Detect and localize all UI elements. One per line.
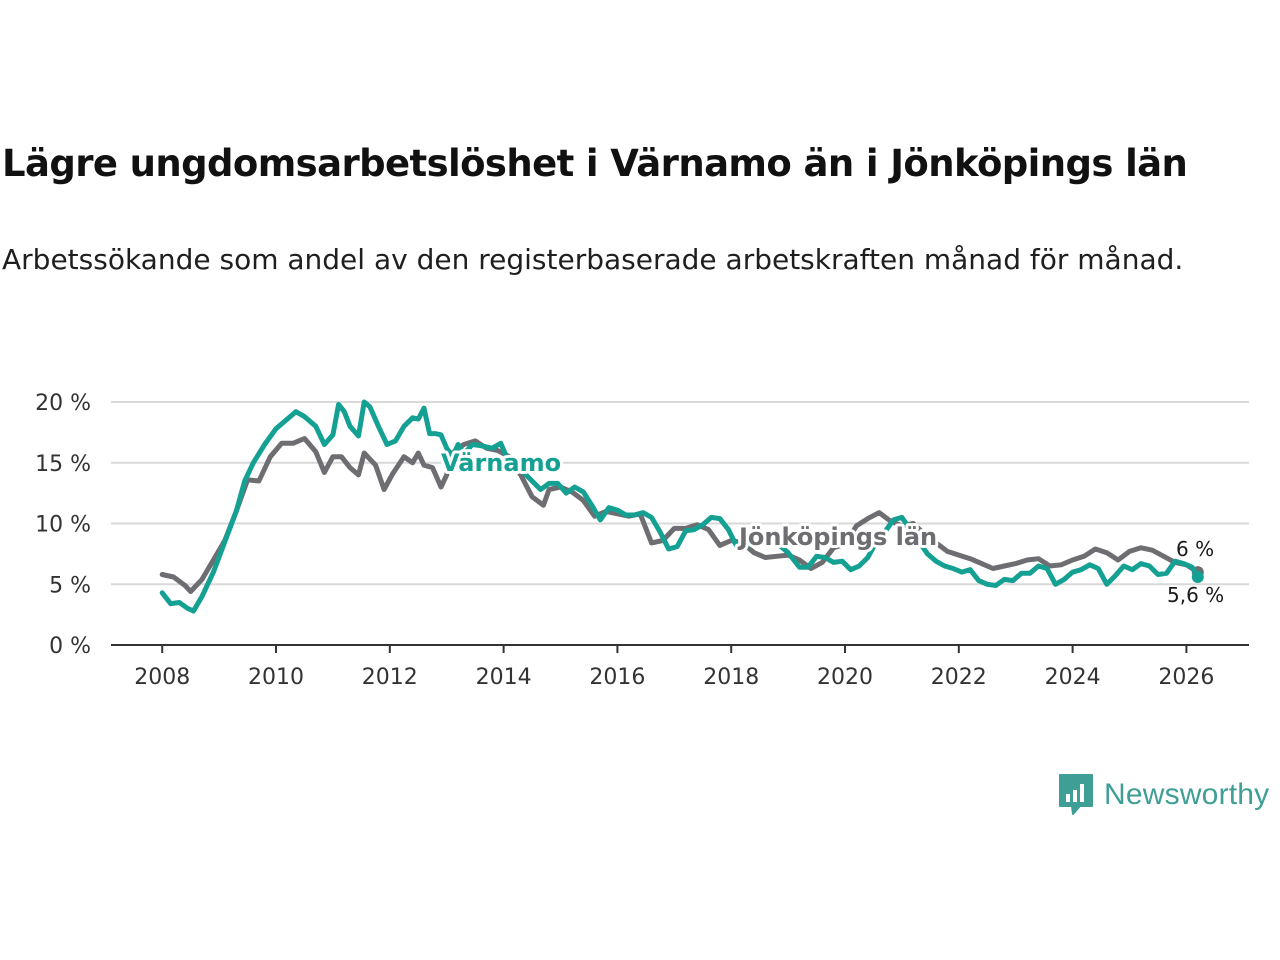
x-tick-label: 2022 bbox=[931, 665, 987, 690]
x-tick-label: 2018 bbox=[703, 665, 759, 690]
y-tick-label: 0 % bbox=[49, 634, 91, 659]
series-label-varnamo: Värnamo bbox=[441, 449, 561, 477]
end-label-varnamo: 5,6 % bbox=[1167, 583, 1224, 607]
series-line-j-nk-pings-l-n bbox=[159, 436, 1201, 594]
series-end-point-1 bbox=[1191, 570, 1204, 583]
x-tick-label: 2026 bbox=[1158, 665, 1214, 690]
series-lines bbox=[159, 399, 1204, 614]
x-tick-label: 2016 bbox=[589, 665, 645, 690]
end-label-jonkopings-lan: 6 % bbox=[1176, 537, 1214, 561]
x-tick-label: 2014 bbox=[476, 665, 532, 690]
x-axis-ticks: 2008 2010 2012 2014 2016 2018 2020 2022 2024 2026 bbox=[134, 645, 1214, 690]
series-line-v-rnamo bbox=[159, 399, 1201, 614]
x-tick-label: 2012 bbox=[362, 665, 418, 690]
newsworthy-logo: Newsworthy bbox=[1058, 772, 1269, 818]
y-tick-label: 15 % bbox=[35, 452, 91, 477]
chart-title: Lägre ungdomsarbetslöshet i Värnamo än i… bbox=[2, 142, 1188, 185]
y-tick-label: 20 % bbox=[35, 391, 91, 416]
chart-subtitle: Arbetssökande som andel av den registerb… bbox=[2, 243, 1184, 276]
line-chart: 0 %5 %10 %15 %20 % 2008 2010 2012 2014 2016 2… bbox=[35, 391, 1249, 690]
y-axis-ticks: 0 % 5 % 10 % 15 % 20 % bbox=[35, 391, 91, 659]
x-tick-label: 2024 bbox=[1045, 665, 1101, 690]
x-tick-label: 2008 bbox=[134, 665, 190, 690]
x-tick-label: 2020 bbox=[817, 665, 873, 690]
bar-chart-icon bbox=[1059, 774, 1093, 815]
series-label-jonkopings-lan: Jönköpings län bbox=[737, 523, 937, 551]
y-tick-label: 10 % bbox=[35, 513, 91, 538]
series-labels: Jönköpings län Värnamo 6 % 5,6 % bbox=[438, 446, 1224, 607]
brand-name: Newsworthy bbox=[1104, 778, 1270, 811]
x-tick-label: 2010 bbox=[248, 665, 304, 690]
y-tick-label: 5 % bbox=[49, 573, 91, 598]
